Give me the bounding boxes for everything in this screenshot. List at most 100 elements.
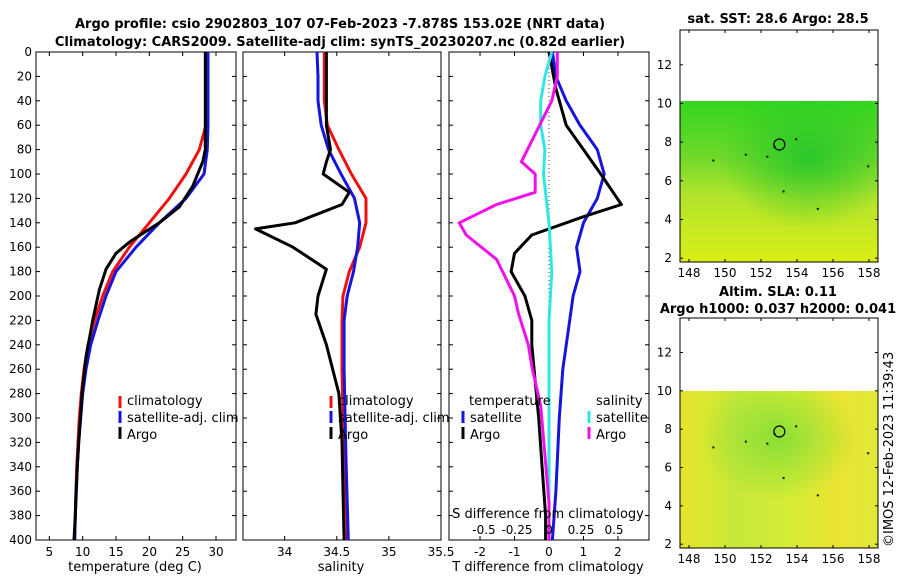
- map-land-speckle: [712, 159, 715, 162]
- x-tick-label: 20: [142, 545, 157, 559]
- salinity-xlabel: salinity: [318, 560, 365, 575]
- map-y-tick-label: 8: [664, 135, 672, 149]
- legend-label-satellite: satellite-adj. clim: [127, 411, 239, 426]
- x-tick-label: 0: [545, 545, 553, 559]
- map-x-tick-label: 150: [714, 266, 737, 280]
- map-y-tick-label: 12: [657, 346, 672, 360]
- s-tick-label: -0.25: [501, 523, 532, 537]
- map-x-tick-label: 158: [858, 552, 881, 566]
- argo-position-marker: [773, 138, 786, 151]
- map-y-tick-label: 4: [664, 499, 672, 513]
- x-tick-label: 25: [175, 545, 190, 559]
- depth-tick-label: 160: [9, 240, 32, 254]
- legend-label-climatology: climatology: [338, 394, 414, 409]
- map-land-speckle: [867, 165, 870, 168]
- sla-map-title: Altim. SLA: 0.11: [719, 285, 837, 300]
- depth-tick-label: 200: [9, 289, 32, 303]
- sla-map-axes: 148 150 152 154 156 158 2 4 6 8 10 12: [657, 318, 881, 566]
- difference-panel: -2 -1 0 1 2 T difference from climatology S …: [448, 51, 650, 575]
- map-y-tick-label: 2: [664, 251, 672, 265]
- map-land-speckle: [782, 477, 785, 480]
- map-land-speckle: [744, 440, 747, 443]
- series-line-salinity-satellite: [539, 51, 554, 540]
- temperature-legend: climatology satellite-adj. clim Argo: [118, 394, 239, 443]
- series-line-argo: [72, 52, 207, 541]
- depth-tick-label: 80: [17, 143, 32, 157]
- s-tick-label: -0.5: [472, 523, 495, 537]
- map-land-speckle: [795, 425, 798, 428]
- argo-position-marker: [773, 425, 786, 438]
- x-tick-label: 30: [208, 545, 223, 559]
- s-tick-label: 0.25: [568, 523, 595, 537]
- map-y-tick-label: 12: [657, 58, 672, 72]
- map-land-speckle: [867, 452, 870, 455]
- depth-tick-label: 240: [9, 338, 32, 352]
- depth-tick-label: 380: [9, 509, 32, 523]
- x-tick-label: 2: [614, 545, 622, 559]
- sla-map-anomaly-patch: [680, 391, 878, 548]
- sst-map-warm-patch: [680, 101, 878, 262]
- depth-tick-label: 340: [9, 460, 32, 474]
- map-y-tick-label: 2: [664, 537, 672, 551]
- series-line-climatology: [73, 52, 209, 541]
- legend-label-climatology: climatology: [127, 394, 203, 409]
- series-line-salinity-argo: [457, 52, 559, 540]
- salinity-legend: climatology satellite-adj. clim Argo: [329, 394, 450, 443]
- x-tick-label: -1: [509, 545, 521, 559]
- map-x-tick-label: 154: [786, 552, 809, 566]
- x-tick-label: -2: [474, 545, 486, 559]
- map-land-speckle: [816, 494, 819, 497]
- map-y-tick-label: 6: [664, 174, 672, 188]
- depth-tick-label: 140: [9, 216, 32, 230]
- x-tick-label: 5: [46, 545, 54, 559]
- depth-tick-label: 20: [17, 69, 32, 83]
- s-tick-label: 0: [545, 523, 553, 537]
- series-line-temperature-argo: [509, 51, 623, 540]
- x-tick-label: 34.5: [323, 545, 350, 559]
- depth-tick-label: 280: [9, 387, 32, 401]
- map-land-speckle: [766, 155, 769, 158]
- salinity-panel: 34 34.5 35 35.5 salinity climatology satell…: [242, 51, 454, 575]
- sst-map-title: sat. SST: 28.6 Argo: 28.5: [687, 12, 868, 27]
- map-land-speckle: [744, 153, 747, 156]
- depth-tick-label: 260: [9, 362, 32, 376]
- map-x-tick-label: 152: [750, 266, 773, 280]
- difference-top-ticks: -0.5 -0.25 0 0.25 0.5: [472, 523, 623, 537]
- s-tick-label: 0.5: [604, 523, 623, 537]
- difference-top-label: S difference from climatology: [452, 507, 644, 522]
- depth-tick-label: 360: [9, 484, 32, 498]
- depth-tick-label: 220: [9, 313, 32, 327]
- depth-tick-label: 0: [24, 45, 32, 59]
- map-x-tick-label: 156: [822, 552, 845, 566]
- map-x-tick-label: 152: [750, 552, 773, 566]
- x-tick-label: 10: [75, 545, 90, 559]
- map-x-tick-label: 154: [786, 266, 809, 280]
- map-y-tick-label: 10: [657, 384, 672, 398]
- legend-header-salinity: salinity: [596, 394, 643, 409]
- depth-tick-label: 300: [9, 411, 32, 425]
- series-line-satellite-adj-clim: [73, 52, 210, 541]
- temperature-plot-area: 0 20 40 60 80 100 120 140 160 180 200 220 240 260 280 3…: [9, 45, 237, 559]
- series-line-argo: [254, 52, 351, 541]
- difference-xlabel: T difference from climatology: [451, 560, 644, 575]
- map-y-tick-label: 8: [664, 422, 672, 436]
- series-line-satellite-adj-clim: [315, 51, 362, 541]
- depth-tick-label: 180: [9, 265, 32, 279]
- legend-label-sal-argo: Argo: [596, 428, 626, 443]
- series-line-temperature-satellite: [550, 51, 606, 541]
- map-land-speckle: [766, 442, 769, 445]
- legend-label-temp-argo: Argo: [470, 428, 500, 443]
- x-tick-label: 15: [108, 545, 123, 559]
- map-y-tick-label: 6: [664, 461, 672, 475]
- depth-tick-label: 60: [17, 118, 32, 132]
- figure-title-line1: Argo profile: csio 2902803_107 07-Feb-20…: [75, 17, 605, 32]
- temperature-xlabel: temperature (deg C): [68, 560, 202, 575]
- figure-title-line2: Climatology: CARS2009. Satellite-adj cli…: [55, 35, 625, 50]
- difference-plot-area: -2 -1 0 1 2: [448, 51, 650, 559]
- difference-legend: temperature salinity satellite Argo sate…: [461, 394, 648, 443]
- depth-tick-label: 400: [9, 533, 32, 547]
- legend-header-temperature: temperature: [469, 394, 551, 409]
- temperature-panel: 0 20 40 60 80 100 120 140 160 180 200 220 240 260 280 3…: [9, 45, 239, 575]
- map-land-speckle: [816, 207, 819, 210]
